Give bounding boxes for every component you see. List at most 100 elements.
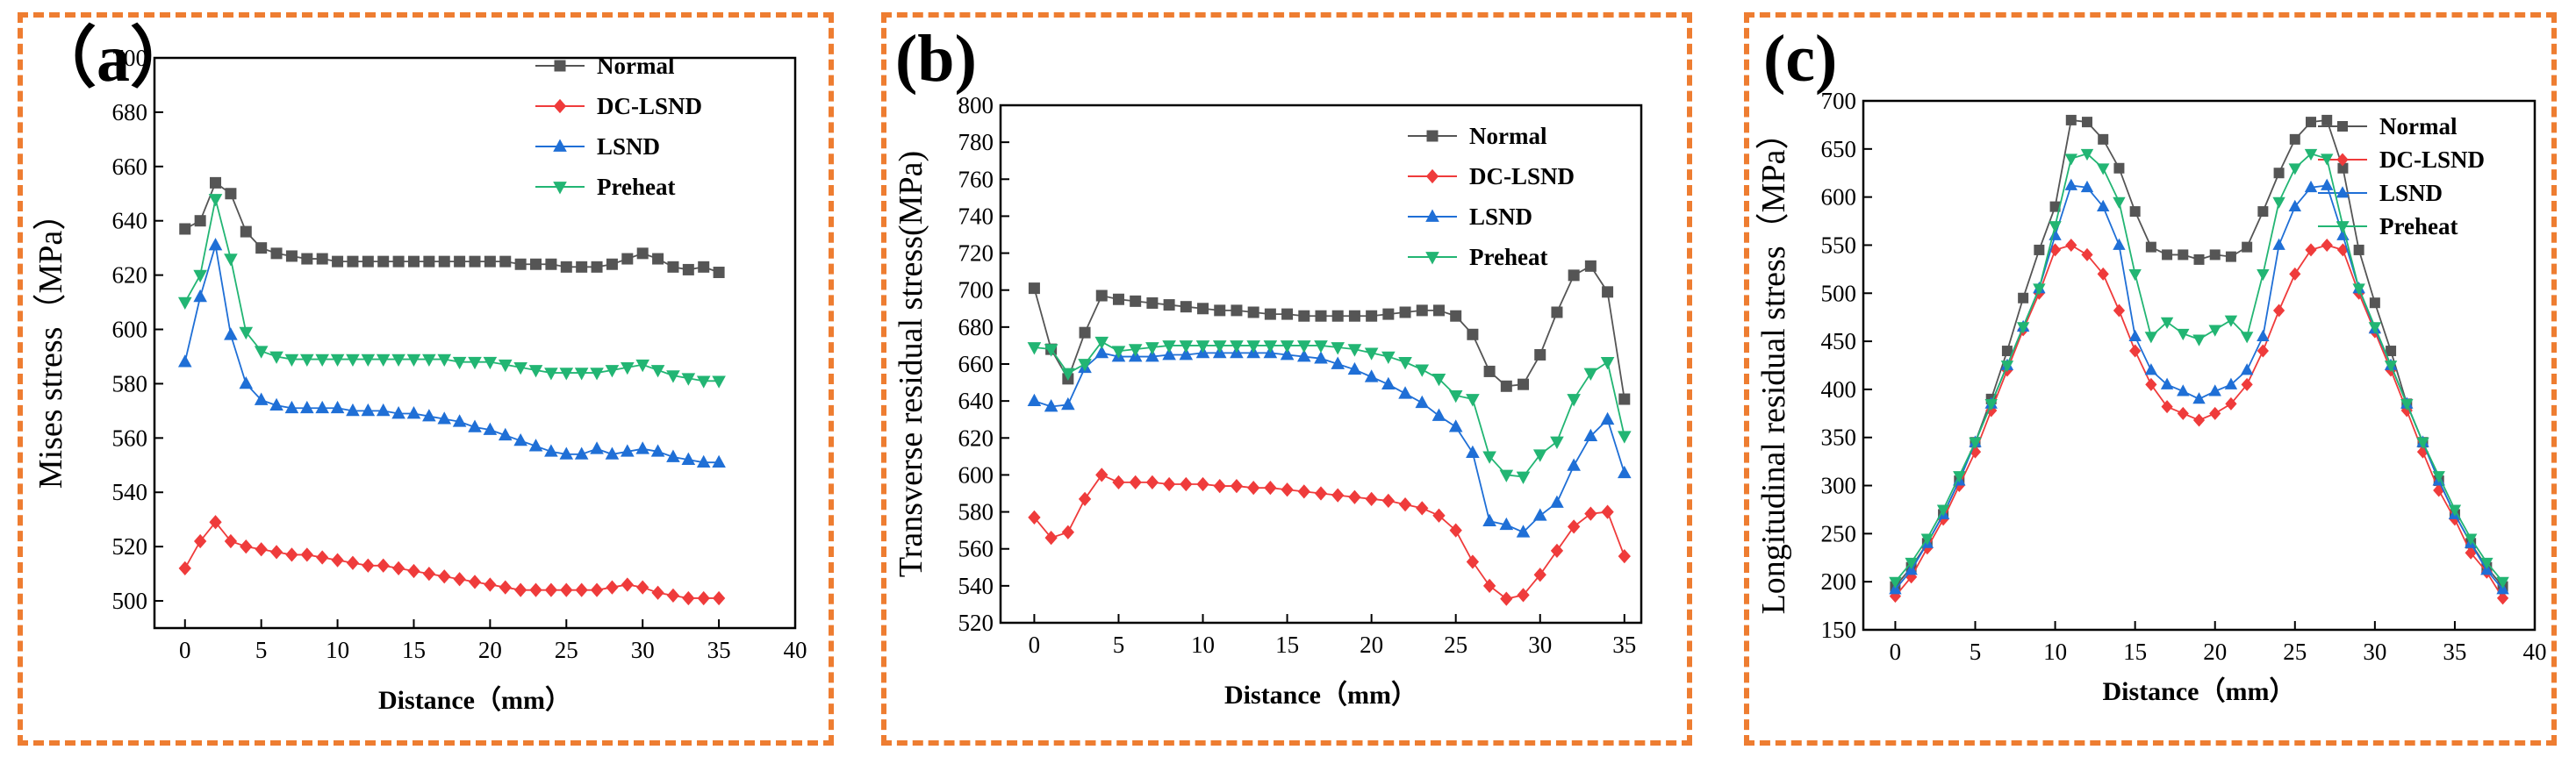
data-point [1129,475,1142,489]
data-point [681,452,696,465]
data-point [682,590,695,606]
data-point [1061,368,1075,381]
data-point [1162,347,1176,361]
data-point [635,359,649,373]
data-point [498,359,513,373]
data-point [666,588,680,603]
data-point [2321,114,2333,125]
data-point [2113,238,2126,250]
data-point [1246,340,1260,354]
data-point [2225,251,2236,262]
data-point [346,403,360,417]
data-point [621,253,634,265]
data-point [1061,525,1074,539]
data-point [1516,525,1531,538]
data-point [1079,326,1091,339]
data-point [1196,476,1209,492]
data-point [285,547,298,562]
data-point [1347,344,1362,357]
legend-label: Normal [597,53,675,79]
data-point [484,255,496,268]
data-point [484,577,497,592]
data-point [1449,523,1462,538]
data-point [468,419,482,432]
x-tick-label: 5 [255,637,268,663]
data-point [1298,310,1310,322]
data-point [1533,568,1546,582]
data-point [576,261,588,273]
data-point [391,561,405,576]
data-point [270,247,283,260]
data-point [1499,469,1514,482]
data-point [2049,221,2062,233]
series-dc-lsnd [178,515,726,606]
data-point [376,403,391,417]
data-point [469,255,481,268]
data-point [2225,396,2237,411]
data-point [269,397,283,411]
data-point [1212,340,1227,354]
data-point [438,255,450,268]
data-point [2321,154,2334,166]
data-point [2241,377,2253,391]
data-point [1366,310,1378,322]
data-point [1145,342,1159,355]
data-point [1179,340,1194,354]
x-tick-label: 20 [1360,632,1383,658]
legend-label: Preheat [1469,244,1547,270]
data-point [1969,445,1982,459]
data-point [2065,238,2077,252]
data-point [376,354,391,368]
y-tick-label: 740 [958,203,994,229]
y-tick-label: 560 [958,536,994,562]
data-point [178,561,191,576]
x-tick-label: 10 [326,637,349,663]
data-point [2097,267,2109,281]
data-point [1331,488,1345,503]
data-point [513,582,527,597]
data-point [1145,475,1159,489]
data-point [300,354,314,368]
data-point [2321,178,2334,190]
data-point [453,572,466,587]
data-point [2272,304,2285,318]
data-point [652,253,664,265]
x-tick-label: 0 [179,637,191,663]
x-tick-label: 30 [2363,639,2386,665]
data-point [2337,162,2349,174]
y-tick-label: 680 [112,99,148,125]
data-point [544,582,558,597]
data-point [1247,481,1260,496]
y-tick-label: 700 [112,45,148,71]
data-point [177,296,192,311]
data-point [1415,395,1430,409]
data-point [636,580,649,595]
x-tick-label: 10 [1191,632,1215,658]
y-tick-label: 620 [958,425,994,451]
data-point [2416,445,2429,459]
data-point [225,188,237,200]
data-point [483,422,498,435]
x-tick-label: 15 [1275,632,1299,658]
data-point [2177,384,2190,396]
legend-label: Normal [2379,113,2458,139]
data-point [1432,374,1446,387]
y-tick-label: 500 [1821,280,1857,306]
data-point [422,566,436,582]
data-point [2113,162,2125,174]
x-tick-label: 5 [1113,632,1125,658]
data-point [2160,377,2174,389]
data-point [530,258,542,270]
data-point [1112,475,1125,489]
data-point [2305,243,2317,257]
data-point [621,577,634,592]
data-point [1415,364,1430,377]
data-point [1331,342,1345,355]
longitudinal-stress-chart: (c) 0 5 10 15 20 25 30 35 40 150 200 250 300 350 400 450… [1755,22,2547,706]
data-point [712,375,726,389]
data-point [1162,340,1176,354]
data-point [1263,340,1278,354]
plot-frame [1862,99,2537,632]
data-point [2177,328,2190,341]
data-point [362,255,374,268]
